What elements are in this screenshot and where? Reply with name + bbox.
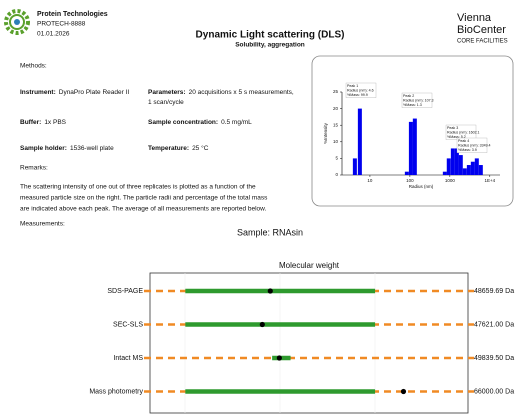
x-tick-label: 1E+4	[484, 178, 495, 183]
section-heading: Measurements:	[20, 221, 65, 228]
y-tick-label: 0	[335, 172, 338, 177]
field-value: 1536-well plate	[70, 145, 114, 152]
category-label: SDS-PAGE	[107, 288, 143, 295]
y-tick-label: 15	[333, 122, 339, 127]
bar	[357, 108, 362, 175]
bar	[442, 171, 447, 175]
category-label: Mass photometry	[89, 388, 143, 395]
y-tick-label: 25	[333, 89, 339, 94]
bar	[446, 158, 451, 175]
annotation: Peak 3	[447, 126, 458, 130]
title: Dynamic Light scattering (DLS)	[196, 30, 345, 41]
value-label: 48659.69 Da	[474, 288, 514, 295]
field-value: 25 °C	[192, 144, 209, 152]
annotation-box	[345, 82, 377, 98]
field-label: Sample holder:	[20, 145, 67, 152]
section-heading: Methods:	[20, 63, 47, 70]
annotation: %Mass: 99.9	[347, 93, 368, 97]
remark-line: measured particle size on the right. The…	[20, 195, 268, 202]
report-date: 01.01.2026	[37, 31, 70, 38]
bar	[454, 148, 459, 175]
value-label: 49839.50 Da	[474, 355, 514, 362]
bar	[412, 118, 417, 175]
field: 1 scan/cycle	[148, 99, 184, 106]
field-value: 0.5 mg/mL	[221, 119, 252, 126]
mw-frame	[149, 272, 469, 414]
bar	[450, 148, 455, 175]
y-axis-label: %Intensity	[323, 122, 328, 144]
bar	[474, 158, 479, 175]
annotation: Peak 2	[403, 94, 414, 98]
bar	[408, 121, 413, 175]
company: Protein Technologies	[37, 11, 108, 18]
field-value: 1 scan/cycle	[148, 99, 184, 106]
field: Sample concentration: 0.5 mg/mL	[148, 119, 252, 126]
annotation: Radius (nm): 3349.4	[458, 144, 491, 148]
value-dot	[276, 355, 282, 361]
annotation-box	[401, 92, 433, 108]
logo-text: Vienna	[457, 12, 492, 24]
field-label: Buffer:	[20, 119, 41, 126]
y-tick-label: 10	[333, 139, 339, 144]
x-tick-label: 10	[367, 178, 373, 183]
annotation: Radius (nm): 4.6	[347, 89, 374, 93]
bar	[404, 171, 409, 175]
logo-text: BioCenter	[457, 24, 506, 36]
annotation: Peak 1	[347, 84, 358, 88]
field: Buffer: 1x PBS	[20, 119, 67, 126]
field-label: Temperature:	[148, 145, 189, 152]
value-dot	[259, 321, 265, 328]
field: Instrument: DynaPro Plate Reader II	[20, 89, 129, 96]
section-heading: Remarks:	[20, 165, 48, 172]
bar	[462, 168, 467, 175]
field-label: Instrument:	[20, 89, 56, 96]
bar	[466, 165, 471, 175]
x-tick-label: 1000	[445, 178, 456, 183]
field: Sample holder: 1536-well plate	[20, 145, 114, 152]
logo-text: CORE FACILITIES	[457, 39, 508, 45]
annotation: %Mass: 5.2	[447, 135, 466, 139]
bar	[470, 161, 475, 175]
remark-line: The scattering intensity of one out of t…	[20, 184, 256, 191]
x-tick-label: 100	[406, 178, 414, 183]
value-dot	[400, 388, 407, 395]
bar	[478, 165, 483, 175]
dls-frame	[311, 55, 514, 207]
category-label: Intact MS	[113, 355, 143, 362]
value-label: 66000.00 Da	[474, 388, 514, 395]
annotation: %Mass: 1.3	[403, 103, 422, 107]
value-dot	[267, 288, 273, 294]
category-label: SEC-SLS	[113, 321, 143, 328]
gear-logo	[4, 9, 30, 35]
field: Temperature: 25 °C	[148, 144, 209, 152]
report-id: PROTECH-8888	[37, 21, 86, 28]
field-value: DynaPro Plate Reader II	[59, 89, 130, 96]
field-label: Parameters:	[148, 89, 186, 96]
annotation: Radius (nm): 107.3	[403, 99, 434, 103]
sample-label: Sample: RNAsin	[237, 227, 303, 237]
remark-line: are indicated above each peak. The avera…	[20, 206, 267, 213]
value-label: 47621.00 Da	[474, 321, 514, 328]
annotation-box	[456, 137, 488, 153]
chart-title: Molecular weight	[279, 261, 340, 270]
field-value: 20 acquisitions x 5 s measurements,	[189, 89, 294, 96]
bar	[352, 158, 357, 175]
field: Parameters: 20 acquisitions x 5 s measure…	[148, 89, 294, 96]
bar	[458, 155, 463, 175]
field-label: Sample concentration:	[148, 119, 218, 126]
subtitle: Solubility, aggregation	[235, 42, 305, 49]
annotation: Peak 4	[458, 139, 469, 143]
y-tick-label: 20	[333, 106, 339, 111]
x-axis-label: Radius (nm)	[409, 184, 434, 189]
field-value: 1x PBS	[44, 119, 66, 126]
y-tick-label: 5	[335, 156, 338, 161]
annotation: Radius (nm): 1602.1	[447, 131, 480, 135]
annotation: %Mass: 3.9	[458, 148, 477, 152]
